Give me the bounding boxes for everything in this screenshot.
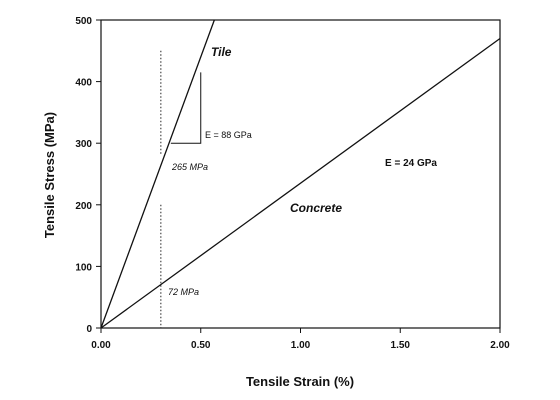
annotation-concrete-stress: 72 MPa (168, 287, 199, 297)
y-tick-label: 200 (75, 201, 92, 212)
y-tick-label: 400 (75, 78, 92, 89)
annotations (170, 72, 202, 144)
x-tick-label: 1.00 (291, 340, 311, 351)
annotation-concrete-modulus: E = 24 GPa (385, 158, 437, 169)
y-tick-label: 300 (75, 139, 92, 150)
series-line-tile (100, 19, 215, 329)
y-tick-label: 500 (75, 16, 92, 27)
y-tick-label: 0 (86, 324, 92, 335)
annotation-tile-modulus: E = 88 GPa (205, 130, 252, 140)
y-axis-title: Tensile Stress (MPa) (42, 112, 57, 238)
axes: 0.00 0.50 1.00 1.50 2.00 0 100 200 300 400 500 (75, 16, 510, 351)
x-axis-title: Tensile Strain (%) (246, 374, 354, 389)
x-tick-label: 0.50 (191, 340, 211, 351)
series-label-concrete: Concrete (290, 201, 342, 215)
series-label-tile: Tile (211, 45, 232, 59)
series-line-concrete (100, 37, 501, 329)
x-tick-label: 2.00 (490, 340, 510, 351)
y-tick-label: 100 (75, 262, 92, 273)
series-lines (100, 19, 501, 329)
x-tick-label: 0.00 (91, 340, 111, 351)
annotation-tile-stress: 265 MPa (171, 162, 208, 172)
slope-triangle (170, 72, 202, 144)
x-tick-label: 1.50 (391, 340, 411, 351)
